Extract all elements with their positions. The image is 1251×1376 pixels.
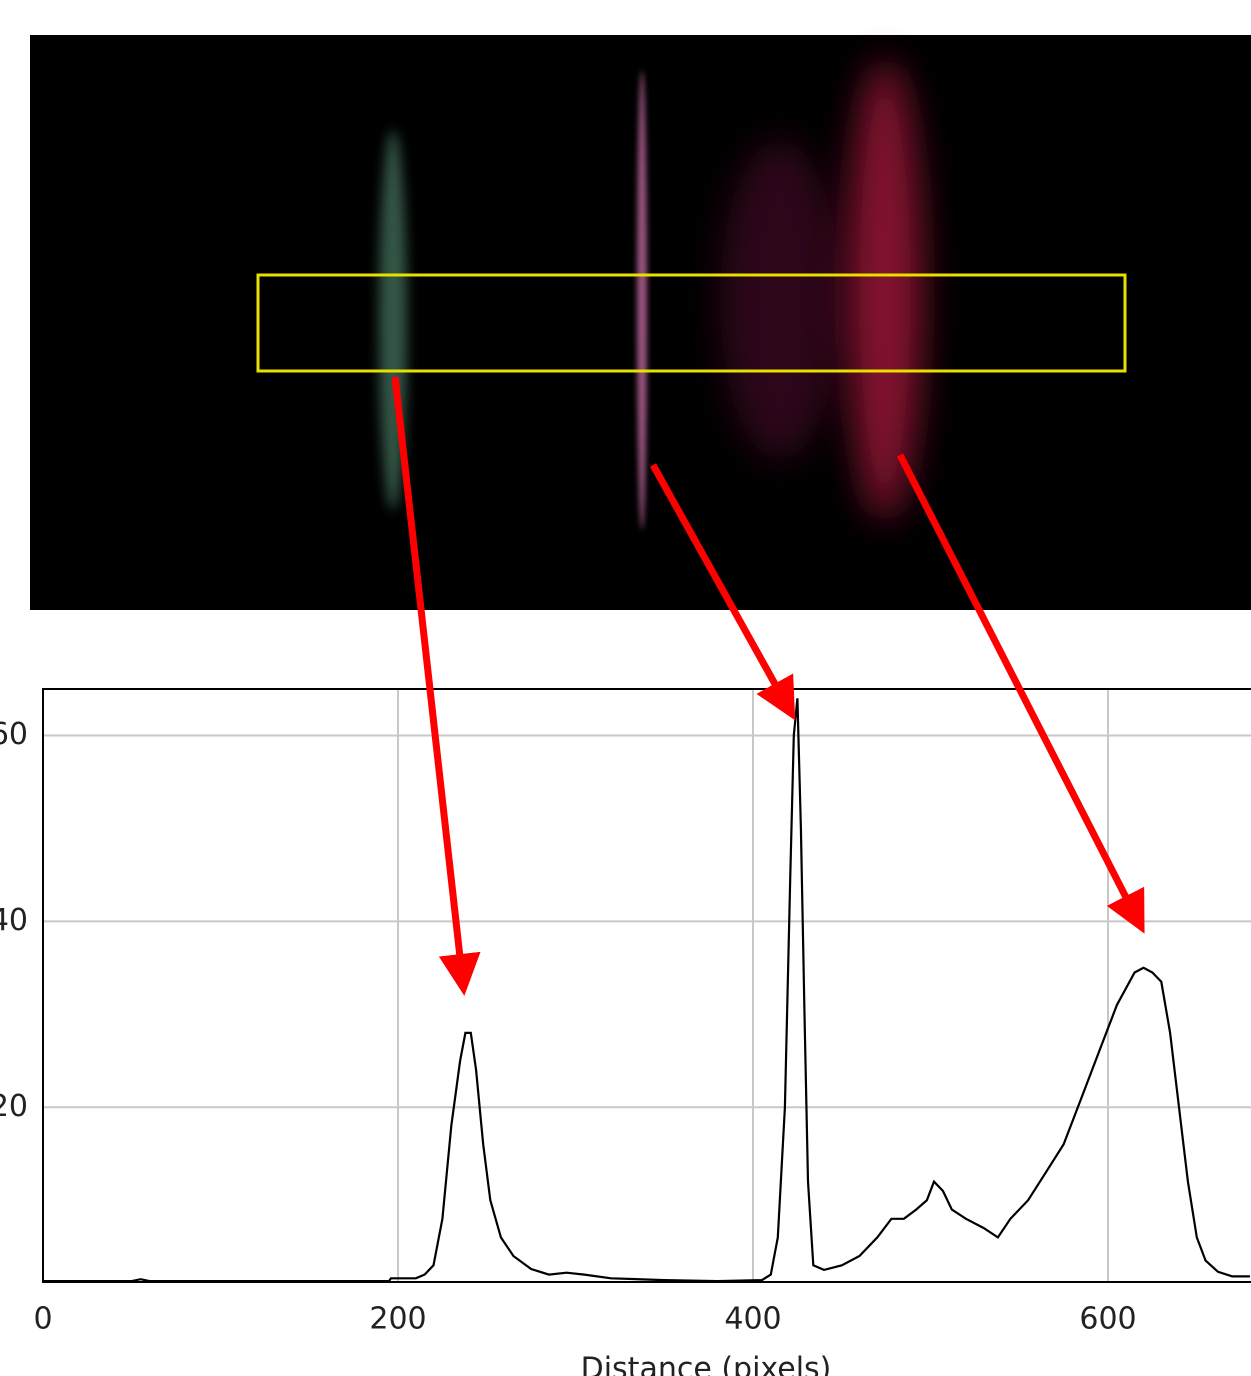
band-diffuse [720, 140, 840, 460]
arrow [896, 453, 1145, 934]
y-tick-label: 20 [0, 1089, 28, 1124]
x-tick-label: 400 [724, 1302, 781, 1337]
x-axis-label: Distance (pixels) [581, 1352, 832, 1376]
profile-plot: 2040600200400600Distance (pixels) [0, 688, 1251, 1376]
y-tick-label: 40 [0, 903, 28, 938]
selection-box [256, 273, 1127, 373]
x-tick-label: 200 [369, 1302, 426, 1337]
arrow [391, 376, 481, 996]
gel-image [30, 35, 1251, 610]
band-pink [637, 70, 647, 530]
x-tick-label: 600 [1079, 1302, 1136, 1337]
band-red [847, 60, 923, 520]
x-tick-label: 0 [33, 1302, 52, 1337]
profile-line [43, 698, 1250, 1283]
plot-area [43, 689, 1251, 1282]
plot-frame [42, 688, 1251, 1283]
y-tick-label: 60 [0, 717, 28, 752]
arrows [391, 376, 1145, 996]
arrow [649, 463, 796, 721]
